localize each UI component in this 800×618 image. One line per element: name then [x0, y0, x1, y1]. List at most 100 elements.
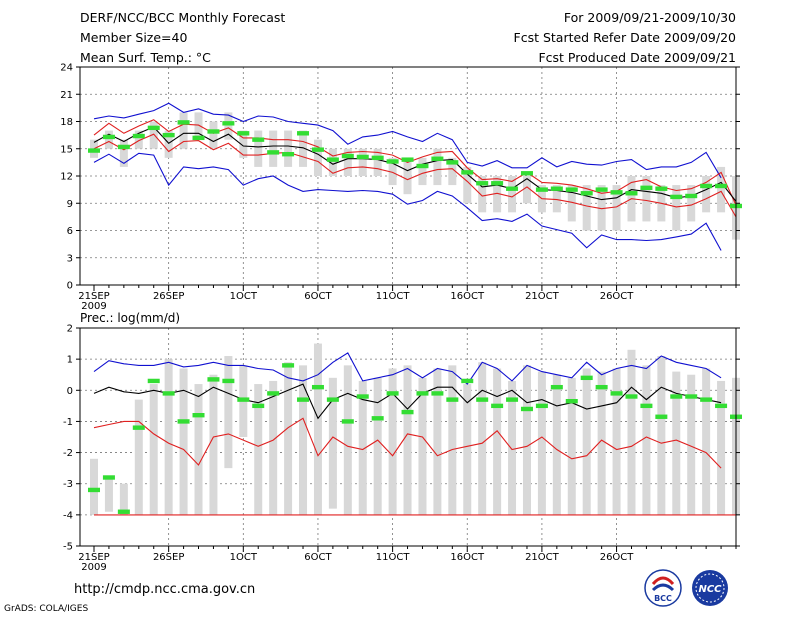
temp-member-bar [343, 148, 352, 176]
temp-xtick-label: 26OCT [600, 291, 635, 302]
temp-ytick-label: 21 [60, 90, 73, 101]
temp-member-bar [164, 130, 173, 158]
temp-xtick-label: 16OCT [450, 291, 485, 302]
temp-observation-mark [386, 159, 399, 164]
temp-observation-mark [102, 134, 115, 140]
prec-observation-mark [282, 363, 295, 368]
temp-member-bar [313, 139, 322, 176]
temp-member-bar [597, 185, 606, 231]
prec-observation-mark [416, 391, 429, 396]
temp-observation-mark [252, 137, 265, 142]
prec-ytick-label: 1 [67, 355, 73, 366]
prec-xtick-label: 26SEP [153, 552, 184, 563]
temp-observation-mark [162, 132, 175, 138]
prec-series-max [93, 352, 722, 385]
prec-member-bar [313, 343, 322, 515]
temp-member-bar [254, 130, 263, 167]
temp-ytick-label: 18 [60, 117, 73, 128]
prec-observation-mark [580, 375, 593, 381]
prec-member-bar [463, 384, 472, 515]
prec-ytick-label: -5 [63, 542, 73, 553]
prec-member-bar [448, 365, 457, 515]
prec-observation-mark [550, 384, 563, 390]
prec-observation-mark [461, 378, 474, 384]
temp-member-bar [104, 130, 113, 149]
temp-series-lower [93, 133, 737, 218]
temp-observation-mark [461, 170, 474, 175]
prec-ytick-label: -4 [63, 510, 73, 521]
temp-member-bar [552, 185, 561, 213]
prec-observation-mark [311, 384, 324, 390]
temp-year-label: 2009 [81, 301, 106, 312]
prec-series-mean [93, 383, 722, 420]
temp-member-bar [508, 176, 517, 213]
temp-observation-mark [222, 121, 235, 126]
temp-member-bar [358, 148, 367, 176]
prec-member-bar [104, 477, 113, 512]
header-right: For 2009/09/21-2009/10/30 Fcst Started R… [514, 8, 737, 68]
prec-member-bar [508, 380, 517, 515]
temp-member-bar [642, 176, 651, 222]
prec-member-bar [224, 356, 233, 469]
prec-member-bar [209, 374, 218, 515]
prec-member-bar [597, 371, 606, 515]
prec-observation-mark [640, 403, 653, 409]
prec-member-bar [642, 365, 651, 515]
prec-observation-mark [207, 377, 220, 382]
temp-member-bar [328, 148, 337, 176]
temp-observation-mark [670, 194, 683, 200]
prec-observation-mark [476, 397, 489, 402]
prec-ytick-label: -1 [63, 417, 73, 428]
temp-observation-mark [625, 191, 638, 196]
prec-member-bar [179, 368, 188, 515]
ncc-logo: NCC [690, 568, 730, 608]
prec-observation-mark [341, 419, 354, 424]
temp-series-max [93, 102, 722, 179]
temp-observation-mark [535, 187, 548, 192]
prec-member-bar [388, 368, 397, 515]
prec-series-min [93, 417, 722, 469]
temp-xtick-label: 21SEP [78, 291, 109, 302]
forecast-start-date: Fcst Started Refer Date 2009/09/20 [513, 30, 737, 45]
temp-member-bar [194, 112, 203, 140]
prec-member-bar [343, 365, 352, 515]
temp-xtick-label: 26SEP [153, 291, 184, 302]
temp-member-bar [448, 157, 457, 186]
prec-observation-mark [386, 391, 399, 396]
temp-observation-mark [147, 125, 160, 131]
prec-observation-mark [132, 425, 145, 430]
forecast-produced-date: Fcst Produced Date 2009/09/21 [538, 50, 736, 65]
prec-observation-mark [371, 416, 384, 421]
prec-member-bar [299, 365, 308, 515]
temp-ytick-label: 24 [60, 63, 73, 74]
prec-ytick-label: 0 [67, 386, 73, 397]
temp-observation-mark [267, 150, 280, 155]
temp-observation-mark [446, 160, 459, 165]
prec-member-bar [552, 374, 561, 515]
temp-member-bar [478, 176, 487, 213]
prec-member-bar [493, 368, 502, 515]
prec-year-label: 2009 [81, 562, 106, 573]
temp-member-bar [388, 157, 397, 186]
temp-member-bar [284, 130, 293, 167]
temp-member-bar [672, 185, 681, 231]
temp-observation-mark [177, 120, 190, 125]
temp-ytick-label: 6 [67, 226, 73, 237]
prec-ytick-label: -3 [63, 479, 73, 490]
prec-observation-mark [431, 391, 444, 396]
temp-member-bar [134, 130, 143, 149]
temp-observation-mark [580, 191, 593, 196]
temp-ytick-label: 9 [67, 199, 73, 210]
prec-member-bar [687, 374, 696, 515]
temp-member-bar [149, 121, 158, 149]
temp-observation-mark [192, 135, 205, 141]
ncc-logo-text: NCC [698, 584, 722, 595]
prec-member-bar [433, 368, 442, 515]
temp-observation-mark [401, 157, 414, 162]
prec-observation-mark [147, 378, 160, 384]
temp-member-bar [717, 166, 726, 213]
temp-observation-mark [117, 144, 130, 150]
prec-observation-mark [685, 394, 698, 399]
grads-credit: GrADS: COLA/IGES [4, 604, 89, 614]
